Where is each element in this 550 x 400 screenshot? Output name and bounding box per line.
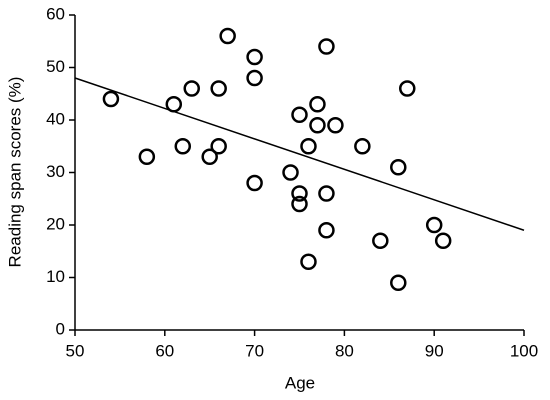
point [390,159,407,176]
point [246,48,263,66]
point [300,253,317,270]
point [399,80,416,97]
y-tick-label: 10 [46,267,65,286]
y-tick-label: 60 [46,4,65,23]
x-tick-label: 100 [510,341,538,360]
point [390,274,407,291]
point [434,232,452,249]
y-axis-title: Reading span scores (%) [5,77,24,268]
y-tick-label: 40 [46,109,65,128]
point [291,185,308,202]
y-tick-label: 0 [56,319,65,338]
point [291,106,308,123]
y-tick-label: 50 [46,57,65,76]
point [201,148,218,165]
x-tick-label: 60 [155,341,174,360]
y-tick-label: 20 [46,214,65,233]
point [102,90,120,108]
point [300,138,317,155]
x-tick-label: 80 [335,341,354,360]
point [210,138,227,155]
point [174,138,192,155]
point [318,38,335,55]
point [183,80,200,97]
x-tick-label: 90 [425,341,444,360]
point [138,148,156,165]
x-axis-title: Age [285,373,315,392]
point [354,138,371,155]
point [309,117,326,134]
point [291,195,308,213]
point [165,96,183,113]
point [372,232,389,249]
point [246,69,263,87]
y-tick-label: 30 [46,162,65,181]
point [309,96,326,113]
point [425,216,443,234]
point [282,164,299,181]
point [219,27,236,45]
point [318,222,335,239]
x-tick-label: 70 [245,341,264,360]
point [318,185,335,202]
x-tick-label: 50 [66,341,85,360]
point [246,174,263,192]
trend-line [74,77,525,231]
point [210,80,227,97]
point [327,117,344,134]
